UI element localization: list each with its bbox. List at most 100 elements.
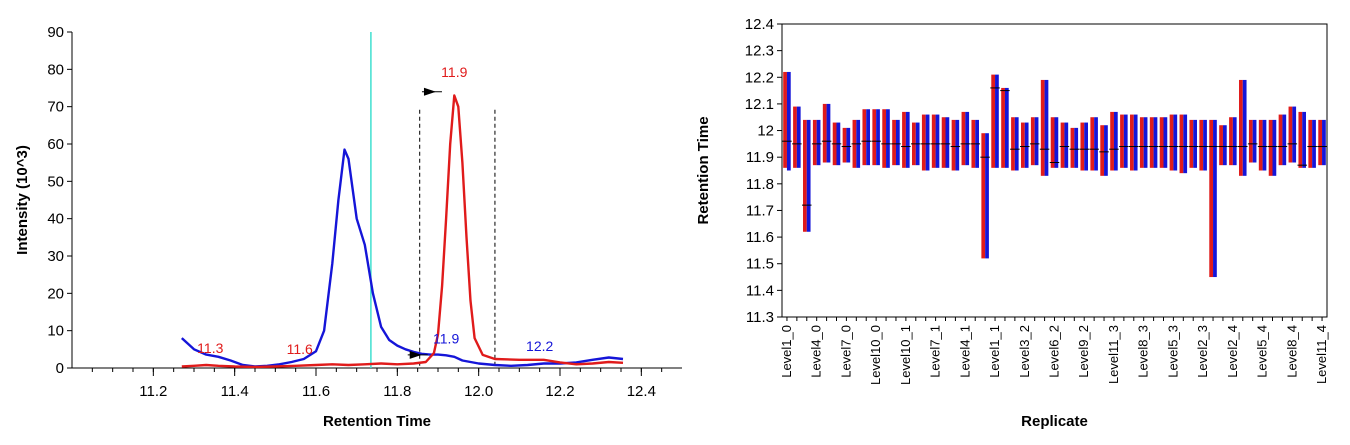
y-tick-label: 40 xyxy=(47,211,64,228)
rt-bar-blue xyxy=(895,119,900,166)
x-tick-label: Level8_3 xyxy=(1136,325,1151,378)
rt-bar-red xyxy=(1130,114,1134,171)
rt-bar-blue xyxy=(1054,117,1059,168)
rt-bar-blue xyxy=(965,111,970,166)
x-tick-label: Level1_0 xyxy=(779,325,794,378)
x-tick-label: Level11_4 xyxy=(1314,325,1329,384)
rt-bar-red xyxy=(921,114,926,171)
rt-bar-red xyxy=(941,117,946,168)
rt-bar-blue xyxy=(1222,125,1227,166)
rt-bar-red xyxy=(862,109,867,166)
chromatogram-trace-1 xyxy=(180,148,624,368)
x-tick-label: 12.0 xyxy=(464,383,493,400)
y-tick-label: 50 xyxy=(47,173,64,190)
rt-bar-red xyxy=(1050,117,1055,168)
rt-bar-blue xyxy=(955,119,960,171)
rt-bar-red xyxy=(1179,114,1184,174)
rt-bar-blue xyxy=(1173,114,1178,171)
rt-bar-red xyxy=(931,114,936,168)
x-tick-label: 12.4 xyxy=(627,383,656,400)
rt-bar-blue xyxy=(1322,119,1326,166)
x-axis-title: Replicate xyxy=(1021,413,1088,430)
rt-bar-red xyxy=(902,111,906,168)
rt-bar-blue xyxy=(816,119,821,166)
y-axis-title: Intensity (10^3) xyxy=(14,145,31,255)
rt-bar-blue xyxy=(1123,114,1128,168)
rt-bar-blue xyxy=(945,117,950,168)
x-axis-title: Retention Time xyxy=(323,413,431,430)
rt-bar-red xyxy=(1011,117,1015,171)
rt-bar-red xyxy=(1219,125,1223,166)
x-tick-label: Level10_0 xyxy=(868,325,883,385)
rt-bar-blue xyxy=(1064,122,1069,168)
x-tick-label: Level8_4 xyxy=(1284,325,1299,378)
rt-bar-blue xyxy=(1232,117,1237,166)
rt-bar-red xyxy=(961,111,966,166)
peak-label: 11.3 xyxy=(197,340,223,356)
y-tick-label: 11.8 xyxy=(746,176,774,193)
x-tick-label: Level4_0 xyxy=(809,325,824,378)
x-tick-label: 11.8 xyxy=(383,383,411,400)
rt-bar-red xyxy=(1298,111,1303,168)
rt-bar-blue xyxy=(925,114,930,171)
rt-bar-blue xyxy=(1282,114,1287,166)
rt-bar-red xyxy=(892,119,896,166)
y-tick-label: 11.9 xyxy=(746,149,774,166)
x-tick-label: Level2_4 xyxy=(1225,325,1240,378)
rt-bar-blue xyxy=(1153,117,1158,168)
peak-label: 11.6 xyxy=(287,341,313,357)
rt-bar-red xyxy=(1030,117,1035,166)
rt-bar-blue xyxy=(1094,117,1098,171)
rt-bar-red xyxy=(1248,119,1253,163)
rt-bar-red xyxy=(812,119,817,166)
rt-bar-blue xyxy=(1242,79,1247,176)
x-tick-label: 11.6 xyxy=(302,383,330,400)
rt-bar-red xyxy=(991,74,996,168)
rt-bar-red xyxy=(1149,117,1154,168)
x-tick-label: Level7_0 xyxy=(838,325,853,378)
y-tick-label: 70 xyxy=(47,99,64,116)
x-tick-label: Level11_3 xyxy=(1106,325,1121,384)
rt-bar-blue xyxy=(1143,117,1148,168)
x-tick-label: 11.4 xyxy=(221,383,249,400)
x-tick-label: Level10_1 xyxy=(898,325,913,385)
peak-label: 11.9 xyxy=(441,64,467,80)
y-tick-label: 11.4 xyxy=(746,282,774,299)
x-tick-label: 12.2 xyxy=(545,383,574,400)
rt-bar-blue xyxy=(1272,119,1277,176)
rt-bar-blue xyxy=(1163,117,1168,168)
rt-bar-blue xyxy=(1084,122,1088,171)
rt-bar-red xyxy=(1199,119,1204,171)
rt-bar-red xyxy=(1318,119,1323,166)
rt-bar-red xyxy=(1159,117,1164,168)
rt-bar-red xyxy=(1278,114,1283,166)
rt-bar-red xyxy=(1040,79,1045,176)
x-tick-label: Level7_1 xyxy=(928,325,943,378)
rt-bar-blue xyxy=(1262,119,1267,171)
rt-bar-blue xyxy=(846,127,851,163)
rt-bar-blue xyxy=(886,109,890,168)
rt-bar-red xyxy=(793,106,797,168)
rt-bar-red xyxy=(1110,111,1114,171)
rt-bar-blue xyxy=(1024,122,1029,168)
rt-bar-red xyxy=(1080,122,1085,171)
rt-bar-red xyxy=(1268,119,1273,176)
rt-bar-red xyxy=(842,127,847,163)
rt-bar-red xyxy=(1288,106,1293,163)
y-tick-label: 60 xyxy=(47,136,64,153)
rt-bar-red xyxy=(822,103,827,163)
rt-bar-red xyxy=(981,133,986,259)
rt-bar-blue xyxy=(1044,79,1049,176)
rt-bar-red xyxy=(803,119,807,232)
rt-bar-blue xyxy=(876,109,880,166)
x-tick-label: Level6_2 xyxy=(1047,325,1062,378)
rt-bar-blue xyxy=(1014,117,1019,171)
x-tick-label: 11.2 xyxy=(139,383,167,400)
rt-bar-blue xyxy=(985,133,989,259)
y-tick-label: 12.3 xyxy=(745,43,774,60)
rt-bar-blue xyxy=(1113,111,1118,171)
rt-bar-blue xyxy=(905,111,910,168)
rt-bar-blue xyxy=(1312,119,1316,168)
rt-bar-red xyxy=(783,71,787,168)
rt-bar-red xyxy=(1060,122,1065,168)
